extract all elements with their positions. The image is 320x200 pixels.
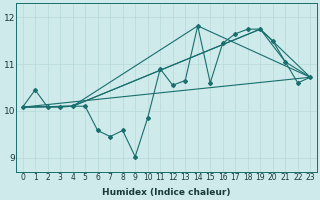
X-axis label: Humidex (Indice chaleur): Humidex (Indice chaleur) <box>102 188 231 197</box>
